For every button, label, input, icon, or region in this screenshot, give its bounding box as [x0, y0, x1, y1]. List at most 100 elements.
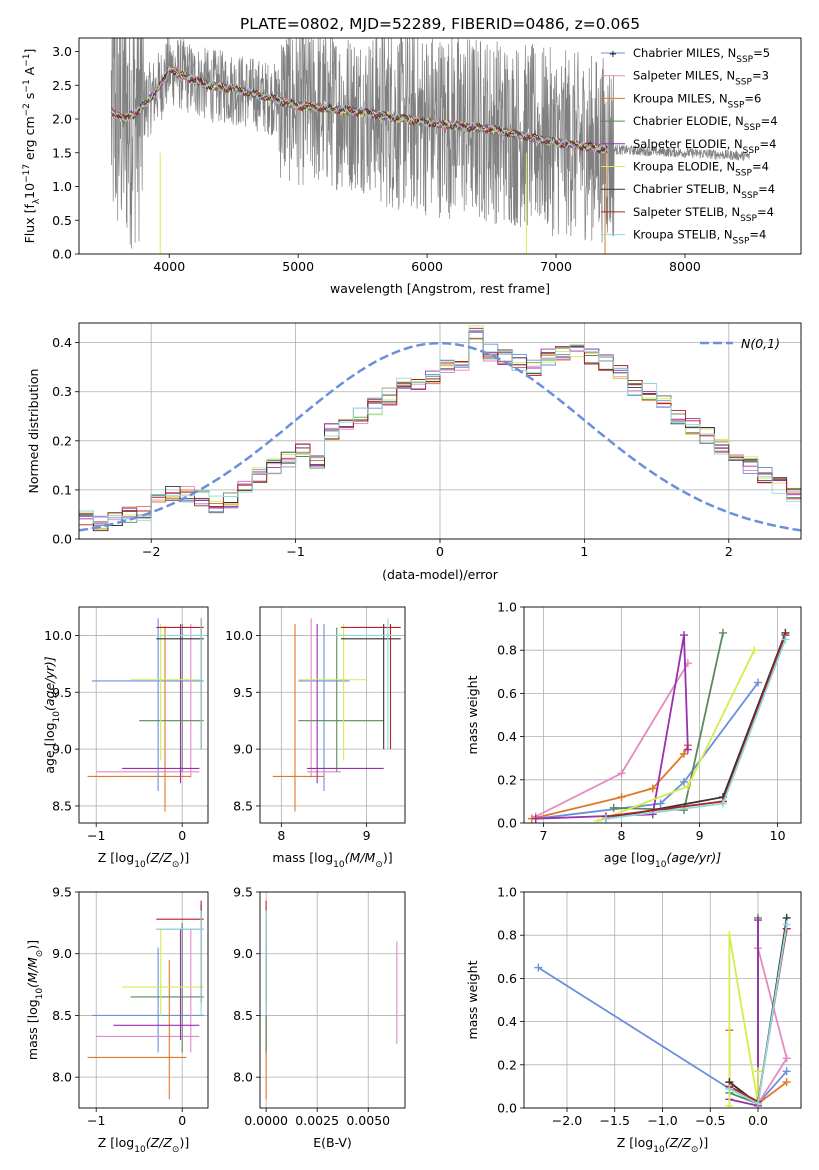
weight-marker-salpeter_elodie — [754, 916, 763, 925]
y-tick-label: 10.0 — [44, 628, 72, 643]
y-tick-label: 9.5 — [52, 685, 72, 700]
weight-marker-kroupa_stelib — [601, 814, 610, 823]
label-part: erg cm — [22, 116, 37, 164]
x-tick-label: −1 — [87, 1113, 105, 1128]
label-part: ⊙ — [691, 1145, 699, 1155]
label-part: =4 — [757, 205, 774, 219]
label-part: (age/yr)] — [42, 656, 57, 711]
y-tick-label: 3.0 — [52, 44, 72, 59]
label-part: Z [log — [617, 1135, 653, 1150]
x-axis-label: Z [log10(Z/Z⊙)] — [98, 1135, 189, 1155]
label-part: −1 — [22, 54, 32, 67]
weight-marker-salpeter_elodie — [648, 810, 657, 819]
y-axis-label: age [log10(age/yr)] — [42, 656, 62, 773]
x-tick-label: 0.0000 — [244, 1113, 288, 1128]
histogram-kroupa_stelib — [79, 329, 801, 539]
weight-marker-kroupa_stelib — [781, 635, 790, 644]
y-tick-label: 0.5 — [52, 213, 72, 228]
weight-marker-chabrier_elodie — [718, 628, 727, 637]
label-part: (Z/Z — [665, 1135, 692, 1150]
weight-marker-kroupa_elodie — [725, 931, 734, 940]
weight-marker-kroupa_stelib — [725, 1084, 734, 1093]
y-tick-label: 0.0 — [52, 532, 72, 547]
label-part: )] — [698, 1135, 708, 1150]
y-tick-label: 0.2 — [497, 772, 517, 787]
legend: N(0,1) — [700, 336, 780, 351]
weight-marker-kroupa_elodie — [594, 816, 603, 823]
label-part: Chabrier ELODIE, N — [633, 114, 744, 128]
x-tick-label: 6000 — [411, 259, 443, 274]
axes-frame — [78, 322, 802, 540]
y-tick-label: 9.0 — [233, 946, 253, 961]
x-tick-label: 1 — [580, 544, 588, 559]
label-part: 10 — [655, 860, 667, 870]
plot-area — [272, 618, 401, 812]
x-tick-label: −0.5 — [695, 1113, 725, 1128]
mass_vs_Z-axes: −1 08.08.59.09.5Z [log10(Z/Z⊙)]mass [log1… — [25, 885, 209, 1155]
y-tick-label: 2.5 — [52, 78, 72, 93]
x-axis-label: Z [log10(Z/Z⊙)] — [98, 850, 189, 870]
label-part: =5 — [753, 46, 770, 60]
label-part: 10 — [134, 1145, 146, 1155]
mass_vs_ebv-axes: 0.0000 0.0025 0.0050 8.0 8.5 9.0 9.5 E(B-V) — [233, 885, 406, 1150]
label-part: (Z/Z — [146, 850, 173, 865]
label-part: SSP — [733, 237, 750, 247]
label-part: (Z/Z — [146, 1135, 173, 1150]
weight-marker-salpeter_miles — [617, 769, 626, 778]
y-tick-label: 0.4 — [52, 335, 72, 350]
legend-label: Chabrier STELIB, NSSP=4 — [633, 182, 775, 201]
weight-marker-kroupa_stelib — [754, 1099, 763, 1108]
weight-marker-kroupa_elodie — [725, 1101, 734, 1108]
label-part: −2 — [22, 103, 32, 116]
y-axis-label: Normed distribution — [26, 369, 41, 494]
weight-marker-salpeter_elodie — [683, 745, 692, 754]
y-tick-label: 9.0 — [52, 742, 72, 757]
label-part: 10 — [22, 183, 37, 199]
x-axis-label: wavelength [Angstrom, rest frame] — [330, 281, 550, 296]
axes-frame — [523, 891, 802, 1109]
weight-marker-kroupa_elodie — [754, 1067, 763, 1076]
weight-marker-kroupa_miles — [617, 793, 626, 802]
y-tick-label: 0.6 — [497, 686, 517, 701]
weight-marker-chabrier_miles — [782, 1067, 791, 1076]
label-part: SSP — [740, 214, 757, 224]
label-part: ⊙ — [172, 1145, 180, 1155]
weight-marker-chabrier_miles — [754, 678, 763, 687]
plot-area — [87, 618, 204, 812]
y-axis-label: Flux [fλ10−17 erg cm−2 s−1 A−1] — [22, 49, 42, 244]
y-tick-label: 8.5 — [52, 1008, 72, 1023]
data-spectrum-line — [110, 38, 750, 249]
plot-area — [110, 38, 750, 254]
histogram-salpeter_stelib — [79, 330, 801, 539]
plot-area — [87, 900, 204, 1100]
weight-marker-chabrier_elodie — [679, 806, 688, 815]
x-tick-label: 0 — [178, 828, 186, 843]
y-tick-label: 0.2 — [497, 1057, 517, 1072]
y-tick-label: 8.0 — [233, 1070, 253, 1085]
y-tick-label: 9.0 — [233, 742, 253, 757]
x-tick-label: 0 — [178, 1113, 186, 1128]
weight-marker-salpeter_miles — [782, 1054, 791, 1063]
y-tick-label: 9.5 — [233, 885, 253, 900]
weight-marker-kroupa_miles — [782, 1078, 791, 1087]
x-axis-label: Z [log10(Z/Z⊙)] — [617, 1135, 708, 1155]
y-tick-label: 9.5 — [233, 685, 253, 700]
weight-marker-kroupa_elodie — [750, 646, 759, 655]
label-part: SSP — [735, 78, 752, 88]
label-part: SSP — [741, 191, 758, 201]
weight-marker-kroupa_stelib — [718, 799, 727, 808]
label-part: =4 — [760, 137, 777, 151]
label-part: Chabrier MILES, N — [633, 46, 736, 60]
label-part: mass [log — [25, 999, 40, 1060]
model-line-kroupa_stelib — [110, 67, 608, 153]
y-tick-label: 2.0 — [52, 112, 72, 127]
legend-label: Salpeter ELODIE, NSSP=4 — [633, 137, 776, 156]
y-tick-label: 0.8 — [497, 643, 517, 658]
y-axis-label: mass weight — [465, 960, 480, 1039]
weight-line-kroupa_elodie — [728, 935, 759, 1106]
y-tick-label: 8.0 — [52, 1070, 72, 1085]
plot-area — [79, 325, 801, 539]
label-part: −1 — [22, 79, 32, 92]
label-part: SSP — [736, 55, 753, 65]
